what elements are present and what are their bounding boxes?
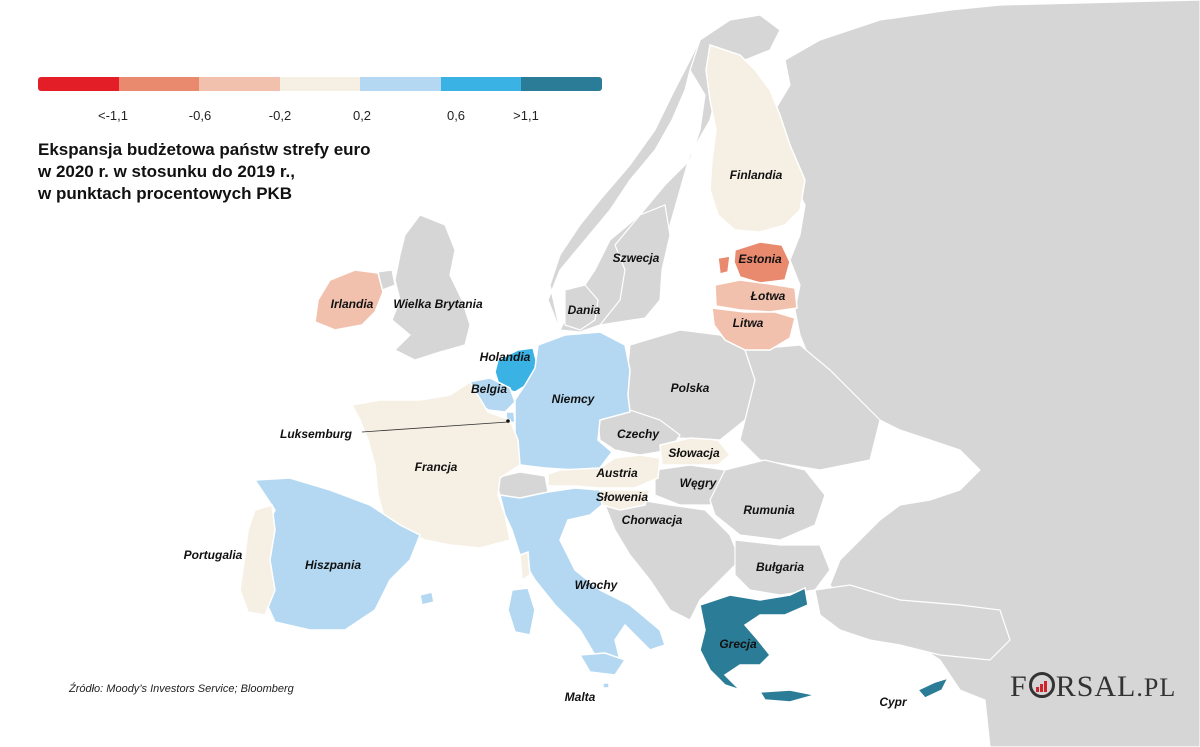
non-euro-land [377, 0, 1200, 747]
label-grecja: Grecja [719, 637, 757, 651]
logo-text: F [1010, 670, 1028, 703]
legend-swatch [440, 77, 521, 91]
legend-swatch [521, 77, 602, 91]
country-estonia [733, 241, 791, 284]
legend-swatch [360, 77, 441, 91]
label-hiszpania: Hiszpania [304, 558, 362, 572]
label-niemcy: Niemcy [551, 392, 595, 406]
country-slowacja [659, 437, 732, 466]
label-holandia: Holandia [479, 350, 531, 364]
label-luksemburg: Luksemburg [279, 427, 353, 441]
legend-swatch [279, 77, 360, 91]
legend-label: <-1,1 [98, 108, 128, 123]
luksemburg-leader-line [361, 421, 509, 433]
legend-swatch [199, 77, 280, 91]
country-litwa [711, 307, 796, 351]
label-malta: Malta [564, 690, 596, 704]
country-irlandia [314, 269, 384, 331]
source-note: Źródło: Moody’s Investors Service; Bloom… [69, 683, 294, 695]
legend-swatch [118, 77, 199, 91]
label-wegry: Węgry [679, 476, 717, 490]
label-cypr: Cypr [879, 695, 907, 709]
logo-o-icon [1028, 672, 1055, 698]
label-francja: Francja [414, 460, 458, 474]
legend-label: 0,6 [446, 108, 466, 123]
label-lotwa: Łotwa [750, 289, 786, 303]
legend-label: -0,2 [268, 108, 292, 123]
label-rumunia: Rumunia [743, 503, 795, 517]
label-irlandia: Irlandia [330, 297, 374, 311]
logo-text: RSAL [1055, 670, 1137, 703]
legend-label: >1,1 [513, 108, 539, 123]
map-title: Ekspansja budżetowa państw strefy euro w… [38, 139, 458, 205]
country-malta [602, 682, 610, 689]
label-chorwacja: Chorwacja [621, 513, 683, 527]
label-slowacja: Słowacja [668, 446, 720, 460]
label-belgia: Belgia [470, 382, 508, 396]
label-wlochy: Włochy [574, 578, 618, 592]
country-cypr [916, 676, 950, 699]
legend-label: 0,2 [352, 108, 372, 123]
luksemburg-dot [506, 419, 510, 423]
label-czechy: Czechy [616, 427, 660, 441]
country-grecja [699, 586, 809, 691]
label-portugalia: Portugalia [183, 548, 243, 562]
label-polska: Polska [670, 381, 710, 395]
legend-swatch [38, 77, 119, 91]
country-austria [547, 454, 661, 489]
legend-label: -0,6 [188, 108, 212, 123]
legend-scale [38, 77, 602, 91]
country-wlochy [498, 487, 666, 669]
label-estonia: Estonia [738, 252, 782, 266]
label-bulgaria: Bułgaria [755, 560, 805, 574]
label-slowenia: Słowenia [595, 490, 649, 504]
logo-suffix: .PL [1136, 673, 1177, 702]
label-finlandia: Finlandia [729, 168, 783, 182]
country-niemcy [514, 331, 631, 471]
label-austria: Austria [596, 466, 638, 480]
title-line: w punktach procentowych PKB [38, 184, 293, 203]
title-line: Ekspansja budżetowa państw strefy euro [38, 140, 371, 159]
country-lotwa [714, 279, 798, 313]
country-finlandia [705, 44, 806, 233]
forsal-logo: F RSAL.PL [1010, 670, 1176, 704]
title-line: w 2020 r. w stosunku do 2019 r., [38, 162, 296, 181]
label-litwa: Litwa [732, 316, 764, 330]
euro-countries [239, 44, 950, 703]
label-wielka-brytania: Wielka Brytania [393, 297, 483, 311]
label-szwecja: Szwecja [612, 251, 660, 265]
country-portugalia [239, 504, 276, 616]
label-dania: Dania [567, 303, 601, 317]
